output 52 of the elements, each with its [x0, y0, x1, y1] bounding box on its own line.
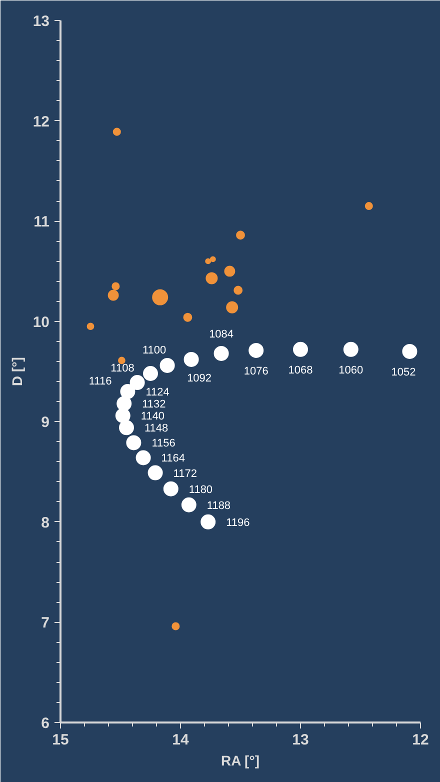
annotation: 1116: [88, 376, 112, 388]
point: [181, 497, 196, 512]
point: [148, 465, 163, 480]
y-axis-title: D [°]: [8, 357, 25, 386]
annotation: 1148: [144, 422, 168, 435]
y-tick-label: 8: [41, 514, 50, 532]
point: [126, 435, 142, 450]
annotation: 1052: [391, 366, 416, 378]
annotation: 1188: [206, 500, 231, 512]
annotation: 1124: [146, 386, 170, 399]
annotation: 1108: [110, 362, 134, 375]
y-tick-label: 13: [32, 13, 50, 30]
annotation: 1060: [338, 364, 364, 376]
point: [119, 420, 134, 436]
annotation: 1084: [209, 328, 234, 340]
point: [143, 366, 158, 381]
point: [343, 342, 358, 357]
point: [120, 384, 136, 400]
point: [130, 375, 145, 390]
annotation: 1180: [188, 484, 213, 496]
annotation: 1100: [142, 344, 166, 356]
annotation: 1156: [152, 438, 176, 450]
point: [115, 408, 130, 424]
x-axis-title: RA [°]: [220, 752, 260, 768]
x-tick-label: 15: [52, 732, 69, 748]
x-tick-label: 14: [172, 732, 190, 748]
point: [184, 352, 199, 367]
point: [116, 396, 132, 412]
annotation: 1076: [244, 365, 268, 378]
annotation: 1092: [187, 372, 212, 384]
annotation: 1140: [140, 410, 165, 423]
annotation: 1172: [173, 468, 197, 480]
point: [136, 450, 151, 466]
x-tick-label: 13: [292, 732, 309, 748]
y-tick-label: 6: [41, 715, 50, 732]
annotation: 1164: [161, 452, 185, 465]
y-tick-label: 10: [32, 314, 50, 331]
point: [402, 344, 418, 359]
annotation: 1132: [142, 398, 166, 411]
y-tick-label: 11: [34, 214, 50, 231]
y-tick-label: 12: [32, 113, 50, 130]
point: [214, 346, 229, 361]
annotation: 1196: [226, 516, 250, 529]
point: [200, 514, 216, 530]
point: [248, 342, 264, 358]
x-tick-label: 12: [412, 732, 429, 748]
y-tick-label: 9: [41, 414, 50, 432]
y-tick-label: 7: [41, 614, 50, 632]
point: [163, 481, 178, 496]
point: [293, 342, 308, 357]
annotation: 1068: [288, 364, 313, 376]
point: [160, 358, 175, 373]
